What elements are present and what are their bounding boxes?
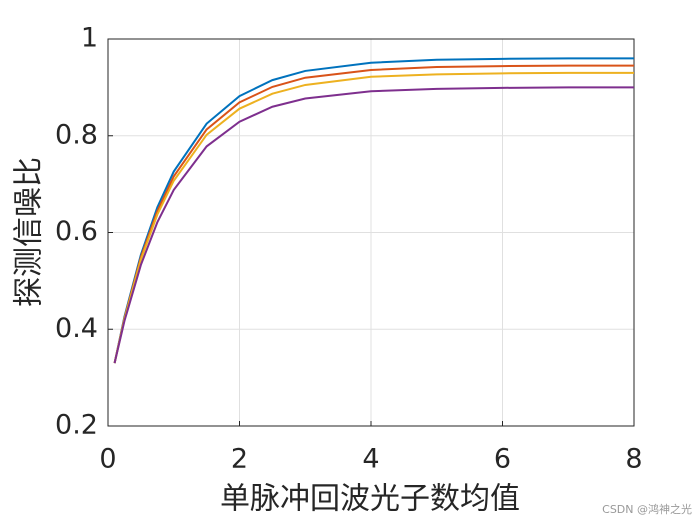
y-tick-label: 0.4 — [55, 313, 98, 344]
line-series — [113, 57, 634, 364]
y-axis-label: 探测信噪比 — [12, 157, 47, 307]
y-tick-label: 0.2 — [55, 410, 98, 441]
x-tick-label: 0 — [99, 444, 116, 475]
x-tick-label: 8 — [625, 444, 642, 475]
x-tick-label: 6 — [494, 444, 511, 475]
line-series — [113, 64, 634, 364]
y-tick-label: 1 — [81, 23, 98, 54]
line-series — [113, 71, 634, 364]
x-axis-label: 单脉冲回波光子数均值 — [220, 482, 520, 517]
y-tick-label: 0.8 — [55, 119, 98, 150]
x-tick-label: 2 — [231, 444, 248, 475]
watermark: CSDN @鸿神之光 — [602, 502, 692, 516]
x-tick-label: 4 — [362, 444, 379, 475]
line-series — [113, 86, 634, 364]
plot-frame — [107, 38, 635, 427]
y-tick-label: 0.6 — [55, 216, 98, 247]
